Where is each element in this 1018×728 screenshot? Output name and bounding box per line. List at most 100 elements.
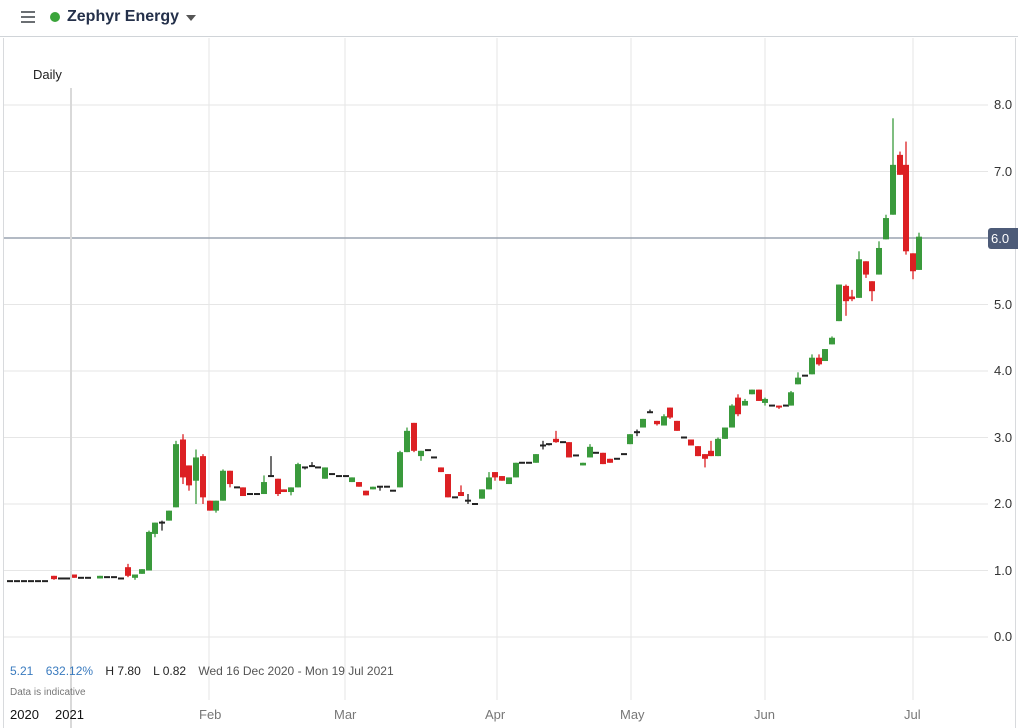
candle[interactable] — [695, 446, 701, 457]
candle[interactable] — [749, 389, 755, 395]
candle[interactable] — [370, 486, 376, 490]
candle[interactable] — [822, 349, 828, 362]
candle[interactable] — [553, 430, 559, 443]
candle[interactable] — [566, 442, 572, 458]
candle[interactable] — [247, 493, 253, 496]
candle[interactable] — [207, 500, 213, 511]
candle[interactable] — [654, 420, 660, 426]
candle[interactable] — [132, 574, 138, 580]
candle[interactable] — [302, 466, 308, 470]
candle[interactable] — [667, 407, 673, 419]
candle[interactable] — [173, 440, 179, 508]
candle[interactable] — [97, 575, 103, 579]
candle[interactable] — [336, 475, 342, 478]
candle[interactable] — [756, 389, 762, 401]
candle[interactable] — [614, 457, 620, 460]
candle[interactable] — [486, 472, 492, 490]
candle[interactable] — [7, 580, 13, 583]
candle[interactable] — [627, 434, 633, 445]
candle[interactable] — [146, 530, 152, 571]
candle[interactable] — [377, 485, 383, 491]
candle[interactable] — [104, 576, 110, 579]
candle[interactable] — [58, 577, 64, 580]
candle[interactable] — [356, 482, 362, 487]
candle[interactable] — [593, 451, 599, 454]
candle[interactable] — [152, 522, 158, 538]
candle[interactable] — [425, 449, 431, 452]
candle[interactable] — [802, 374, 808, 377]
candle[interactable] — [580, 462, 586, 466]
candle[interactable] — [14, 580, 20, 583]
candle[interactable] — [809, 354, 815, 375]
candle[interactable] — [540, 440, 546, 450]
candle[interactable] — [343, 475, 349, 478]
instrument-selector[interactable]: Zephyr Energy — [67, 8, 180, 25]
candle[interactable] — [254, 493, 260, 496]
candle[interactable] — [883, 214, 889, 240]
candle[interactable] — [404, 427, 410, 453]
interval-label[interactable]: Daily — [33, 67, 62, 82]
candle[interactable] — [125, 563, 131, 578]
candle[interactable] — [200, 454, 206, 504]
candle[interactable] — [71, 574, 77, 578]
candle[interactable] — [492, 472, 498, 481]
candle[interactable] — [21, 580, 27, 583]
candle[interactable] — [546, 443, 552, 446]
candle[interactable] — [472, 503, 478, 505]
candle[interactable] — [674, 420, 680, 431]
candle[interactable] — [876, 241, 882, 275]
candle[interactable] — [465, 494, 471, 504]
candle[interactable] — [607, 458, 613, 463]
candle[interactable] — [227, 470, 233, 488]
candle[interactable] — [51, 575, 57, 580]
candle[interactable] — [829, 336, 835, 345]
candle[interactable] — [681, 436, 687, 439]
candle[interactable] — [349, 477, 355, 483]
candle[interactable] — [783, 404, 789, 407]
candle[interactable] — [240, 487, 246, 497]
candle[interactable] — [634, 429, 640, 437]
candle[interactable] — [458, 485, 464, 497]
candle[interactable] — [268, 456, 274, 478]
candle[interactable] — [139, 569, 145, 574]
hamburger-icon[interactable] — [21, 11, 35, 23]
candle[interactable] — [288, 487, 294, 496]
candle[interactable] — [281, 489, 287, 493]
candle[interactable] — [890, 118, 896, 215]
candle[interactable] — [729, 404, 735, 428]
candle[interactable] — [35, 580, 41, 583]
candle[interactable] — [64, 577, 70, 580]
candle[interactable] — [118, 577, 124, 580]
candle[interactable] — [28, 580, 34, 583]
candle[interactable] — [621, 453, 627, 456]
candle[interactable] — [322, 467, 328, 479]
candle[interactable] — [715, 437, 721, 457]
candle[interactable] — [390, 489, 396, 492]
candle[interactable] — [647, 409, 653, 414]
candle[interactable] — [315, 466, 321, 469]
candle[interactable] — [897, 151, 903, 175]
candle[interactable] — [661, 414, 667, 426]
candle[interactable] — [220, 469, 226, 501]
candle[interactable] — [213, 500, 219, 513]
candle[interactable] — [363, 490, 369, 496]
candle[interactable] — [788, 390, 794, 406]
candle[interactable] — [295, 462, 301, 488]
candle[interactable] — [261, 475, 267, 495]
candle[interactable] — [234, 486, 240, 489]
candle[interactable] — [688, 439, 694, 446]
candle[interactable] — [560, 441, 566, 444]
candle[interactable] — [722, 427, 728, 439]
candle[interactable] — [397, 450, 403, 488]
candle[interactable] — [869, 281, 875, 302]
candle[interactable] — [329, 473, 335, 476]
candle[interactable] — [513, 462, 519, 478]
candle[interactable] — [849, 289, 855, 302]
candle[interactable] — [843, 284, 849, 316]
candle[interactable] — [816, 354, 822, 366]
candle[interactable] — [438, 467, 444, 473]
candle[interactable] — [587, 444, 593, 458]
candle[interactable] — [275, 478, 281, 497]
candle[interactable] — [702, 454, 708, 468]
